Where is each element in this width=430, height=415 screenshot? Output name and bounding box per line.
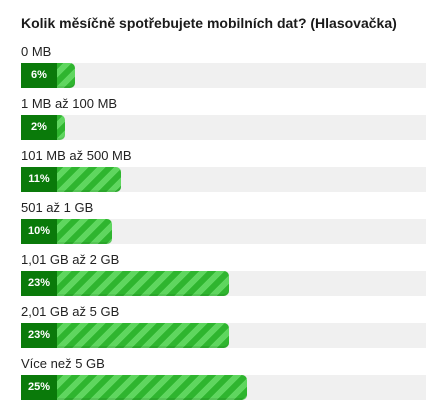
- poll-percent-badge: 25%: [21, 375, 57, 400]
- poll-option-label: Více než 5 GB: [21, 356, 105, 371]
- poll-option-label: 1,01 GB až 2 GB: [21, 252, 120, 267]
- poll-percent-badge: 11%: [21, 167, 57, 192]
- poll-percent-badge: 23%: [21, 271, 57, 296]
- poll-bar-track: 11%: [21, 167, 426, 192]
- poll-option[interactable]: 1,01 GB až 2 GB 23%: [0, 252, 430, 300]
- poll-percent-badge: 23%: [21, 323, 57, 348]
- poll-bar-track: 23%: [21, 323, 426, 348]
- poll-option[interactable]: Více než 5 GB 25%: [0, 356, 430, 404]
- poll-bar-track: 6%: [21, 63, 426, 88]
- poll-bar-fill: [21, 375, 247, 400]
- poll-percent-badge: 2%: [21, 115, 57, 140]
- poll-option-label: 501 až 1 GB: [21, 200, 94, 215]
- poll-option-label: 1 MB až 100 MB: [21, 96, 118, 111]
- poll-option-label: 101 MB až 500 MB: [21, 148, 132, 163]
- poll-bar-track: 10%: [21, 219, 426, 244]
- poll-bar-track: 2%: [21, 115, 426, 140]
- poll-percent-badge: 10%: [21, 219, 57, 244]
- poll-option[interactable]: 101 MB až 500 MB 11%: [0, 148, 430, 196]
- poll-option[interactable]: 0 MB 6%: [0, 44, 430, 92]
- poll-option[interactable]: 2,01 GB až 5 GB 23%: [0, 304, 430, 352]
- poll-question: Kolik měsíčně spotřebujete mobilních dat…: [21, 15, 397, 31]
- poll-bar-track: 25%: [21, 375, 426, 400]
- poll-option[interactable]: 1 MB až 100 MB 2%: [0, 96, 430, 144]
- poll-option-label: 2,01 GB až 5 GB: [21, 304, 120, 319]
- poll-option[interactable]: 501 až 1 GB 10%: [0, 200, 430, 248]
- poll-percent-badge: 6%: [21, 63, 57, 88]
- poll-option-label: 0 MB: [21, 44, 52, 59]
- poll-bar-track: 23%: [21, 271, 426, 296]
